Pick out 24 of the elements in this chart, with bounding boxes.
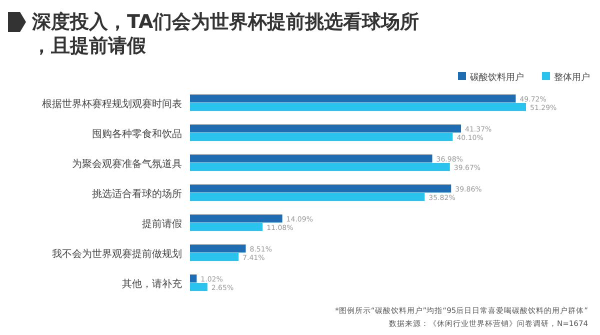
bar (190, 223, 263, 231)
y-tick-label: 根据世界杯赛程规划观赛时间表 (42, 98, 182, 110)
bar (190, 133, 453, 141)
bar (190, 154, 432, 162)
bar (190, 253, 239, 261)
bar (190, 193, 425, 201)
y-tick-label: 挑选适合看球的场所 (92, 188, 182, 200)
y-tick-label: 我不会为世界观赛提前做规划 (52, 248, 182, 260)
bar (190, 103, 526, 111)
chart-title: 深度投入，TA们会为世界杯提前挑选看球场所，且提前请假 (31, 11, 420, 57)
bar (190, 124, 462, 132)
y-tick-label: 囤购各种零食和饮品 (92, 128, 182, 140)
y-tick-label: 其他，请补充 (122, 278, 182, 290)
bar (190, 274, 197, 282)
legend-label: 碳酸饮料用户 (469, 72, 524, 83)
legend-label: 整体用户 (554, 72, 590, 83)
bar (190, 214, 282, 222)
bar (190, 94, 516, 102)
bar (190, 163, 450, 171)
bar (190, 244, 246, 252)
bar (190, 283, 208, 291)
y-tick-label: 为聚会观赛准备气氛道具 (72, 158, 182, 170)
y-tick-label: 提前请假 (142, 218, 182, 230)
bar (190, 184, 452, 192)
